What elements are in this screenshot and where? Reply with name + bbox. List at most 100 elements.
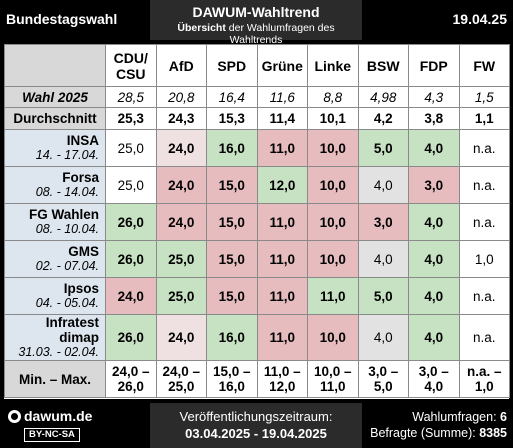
trend-title: DAWUM-Wahltrend — [192, 4, 320, 20]
poll-value: 4,0 — [357, 166, 409, 204]
election-result-value: 4,98 — [357, 86, 409, 108]
poll-row: Infratest dimap 31.03. - 02.04. 26,0 24,0 16… — [4, 314, 510, 361]
poll-value: 11,0 — [256, 240, 308, 278]
poll-value: 11,0 — [307, 277, 359, 315]
site-name: dawum.de — [24, 408, 93, 424]
min-max-value: n.a. – 1,0 — [458, 360, 510, 398]
header-bar: Bundestagswahl DAWUM-Wahltrend Übersicht… — [0, 0, 513, 46]
poll-value: n.a. — [458, 277, 510, 315]
institute-cell[interactable]: INSA 14. - 17.04. — [4, 129, 106, 167]
poll-value: 10,0 — [307, 314, 359, 361]
party-header: SPD — [206, 44, 258, 87]
institute-cell[interactable]: GMS 02. - 07.04. — [4, 240, 106, 278]
average-label: Durchschnitt — [4, 107, 106, 130]
min-max-value: 3,0 – 5,0 — [357, 360, 409, 398]
poll-value: 15,0 — [206, 240, 258, 278]
institute-name: GMS — [68, 244, 99, 259]
poll-value: n.a. — [458, 203, 510, 241]
poll-row: Forsa 08. - 14.04. 25,0 24,0 15,0 12,0 10,0 4,0… — [4, 166, 510, 204]
poll-value: 24,0 — [105, 277, 157, 315]
dawum-logo-icon — [8, 410, 21, 423]
poll-row: INSA 14. - 17.04. 25,0 24,0 16,0 11,0 10,0 5,0 4… — [4, 129, 510, 167]
average-value: 25,3 — [105, 107, 157, 130]
poll-value: 26,0 — [105, 203, 157, 241]
poll-value: 15,0 — [206, 166, 258, 204]
poll-value: 11,0 — [256, 314, 308, 361]
poll-value: 10,0 — [307, 129, 359, 167]
poll-value: 4,0 — [408, 314, 460, 361]
poll-row: FG Wahlen 08. - 10.04. 26,0 24,0 15,0 11,0 10,… — [4, 203, 510, 241]
poll-count: Wahlumfragen: 6 — [412, 410, 507, 424]
poll-value: n.a. — [458, 314, 510, 361]
poll-value: 5,0 — [357, 129, 409, 167]
dawum-logo[interactable]: dawum.de BY-NC-SA — [6, 406, 144, 446]
institute-cell[interactable]: Forsa 08. - 14.04. — [4, 166, 106, 204]
institute-cell[interactable]: FG Wahlen 08. - 10.04. — [4, 203, 106, 241]
footer-stats: Wahlumfragen: 6 Befragte (Summe): 8385 — [370, 409, 507, 441]
poll-value: 3,0 — [357, 203, 409, 241]
poll-value: 4,0 — [408, 129, 460, 167]
poll-value: 10,0 — [307, 166, 359, 204]
respondent-count: Befragte (Summe): 8385 — [370, 426, 507, 440]
min-max-value: 15,0 – 16,0 — [206, 360, 258, 398]
party-header-row: CDU/ CSU AfD SPD Grüne Linke BSW FDP FW — [4, 44, 510, 87]
election-result-label: Wahl 2025 — [4, 86, 106, 108]
poll-value: 25,0 — [155, 240, 207, 278]
poll-value: 10,0 — [307, 203, 359, 241]
poll-table: CDU/ CSU AfD SPD Grüne Linke BSW FDP FW Wahl 202… — [4, 44, 510, 398]
election-result-value: 4,3 — [408, 86, 460, 108]
election-result-row: Wahl 2025 28,5 20,8 16,4 11,6 8,8 4,98 4,3 1,5 — [4, 86, 510, 108]
poll-value: 24,0 — [155, 314, 207, 361]
poll-value: 26,0 — [105, 314, 157, 361]
poll-value: 4,0 — [408, 240, 460, 278]
party-header: BSW — [357, 44, 409, 87]
min-max-value: 3,0 – 4,0 — [408, 360, 460, 398]
party-header: Linke — [307, 44, 359, 87]
election-result-value: 20,8 — [155, 86, 207, 108]
poll-date: 08. - 14.04. — [35, 185, 99, 199]
poll-date: 14. - 17.04. — [35, 148, 99, 162]
poll-value: 25,0 — [105, 166, 157, 204]
poll-date: 04. - 05.04. — [35, 296, 99, 310]
election-result-value: 11,6 — [256, 86, 308, 108]
average-value: 1,1 — [458, 107, 510, 130]
footer-bar: dawum.de BY-NC-SA Veröffentlichungszeitr… — [0, 403, 513, 448]
poll-row: GMS 02. - 07.04. 26,0 25,0 15,0 11,0 10,0 4,0 4,… — [4, 240, 510, 278]
min-max-value: 24,0 – 25,0 — [155, 360, 207, 398]
institute-name: INSA — [66, 133, 99, 148]
poll-value: 24,0 — [155, 129, 207, 167]
poll-table-container: CDU/ CSU AfD SPD Grüne Linke BSW FDP FW Wahl 202… — [4, 44, 510, 399]
poll-value: 11,0 — [256, 277, 308, 315]
institute-cell[interactable]: Ipsos 04. - 05.04. — [4, 277, 106, 315]
poll-value: 1,0 — [458, 240, 510, 278]
poll-value: 16,0 — [206, 314, 258, 361]
average-row: Durchschnitt 25,3 24,3 15,3 11,4 10,1 4,2 3,8 1,… — [4, 107, 510, 130]
poll-value: 4,0 — [408, 203, 460, 241]
poll-value: 15,0 — [206, 203, 258, 241]
average-value: 15,3 — [206, 107, 258, 130]
period-label: Veröffentlichungszeitraum: — [179, 409, 333, 424]
poll-value: 25,0 — [155, 277, 207, 315]
election-result-value: 28,5 — [105, 86, 157, 108]
election-result-value: 1,5 — [458, 86, 510, 108]
average-value: 10,1 — [307, 107, 359, 130]
license-badge: BY-NC-SA — [24, 428, 80, 442]
min-max-label: Min. – Max. — [4, 360, 106, 398]
poll-value: 4,0 — [357, 314, 409, 361]
header-date: 19.04.25 — [452, 11, 508, 27]
institute-name: Ipsos — [63, 281, 99, 296]
institute-cell[interactable]: Infratest dimap 31.03. - 02.04. — [4, 314, 106, 361]
poll-value: 16,0 — [206, 129, 258, 167]
poll-date: 08. - 10.04. — [35, 222, 99, 236]
election-title: Bundestagswahl — [6, 11, 118, 27]
poll-value: 15,0 — [206, 277, 258, 315]
election-result-value: 16,4 — [206, 86, 258, 108]
poll-date: 02. - 07.04. — [35, 259, 99, 273]
poll-value: 10,0 — [307, 240, 359, 278]
min-max-value: 10,0 – 11,0 — [307, 360, 359, 398]
institute-name: FG Wahlen — [29, 207, 99, 222]
min-max-value: 24,0 – 26,0 — [105, 360, 157, 398]
poll-value: 4,0 — [408, 277, 460, 315]
poll-value: 24,0 — [155, 166, 207, 204]
footer-period: Veröffentlichungszeitraum: 03.04.2025 - … — [150, 403, 362, 448]
